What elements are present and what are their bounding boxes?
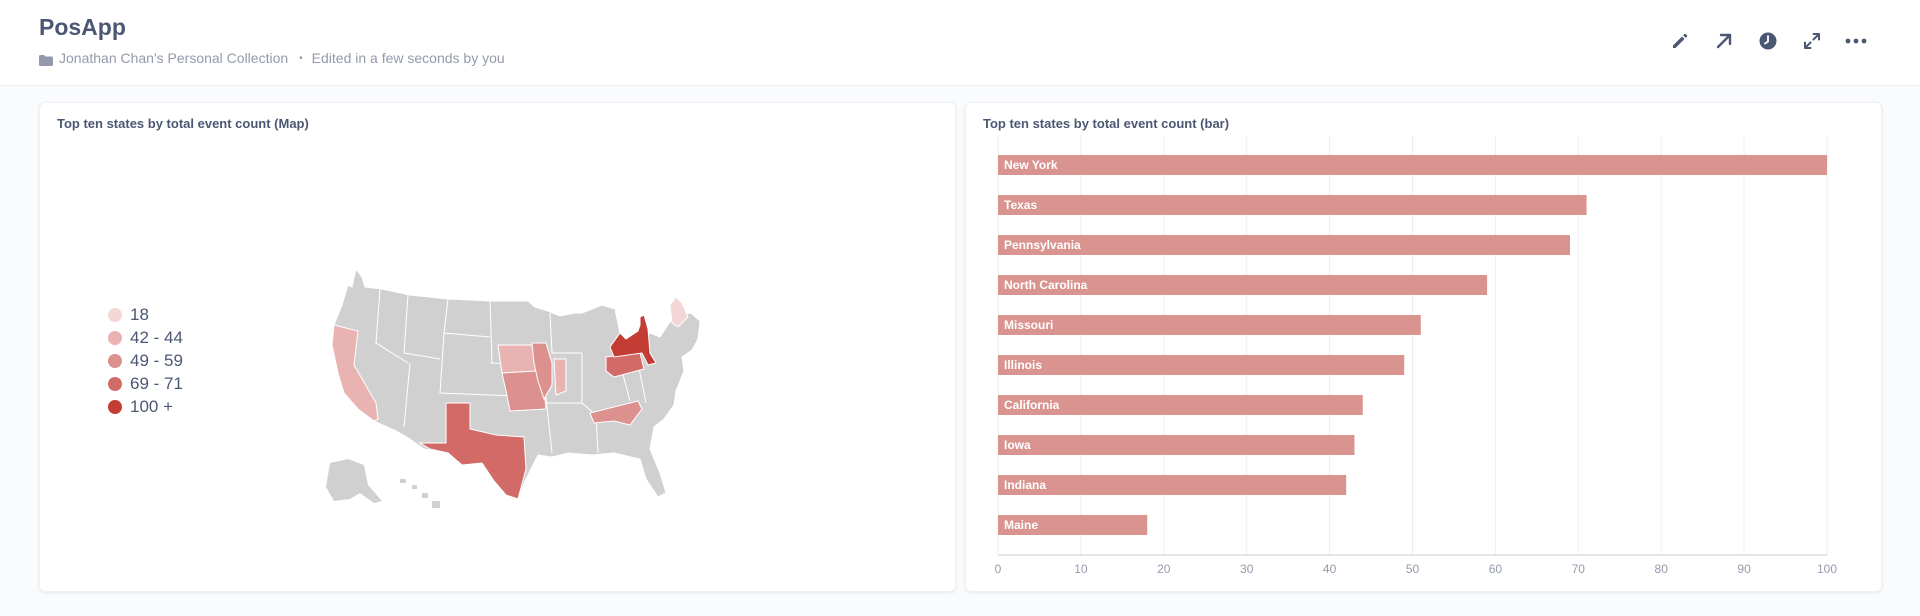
bar[interactable] [998, 475, 1347, 495]
x-tick-label: 80 [1655, 562, 1669, 576]
open-question-button[interactable] [1702, 28, 1746, 54]
legend-item: 42 - 44 [108, 326, 183, 349]
arrow-up-right-icon [1716, 33, 1732, 49]
legend-swatch [108, 376, 122, 391]
legend-swatch [108, 307, 122, 322]
x-tick-label: 50 [1406, 562, 1420, 576]
legend-item: 18 [108, 303, 183, 326]
state-iowa[interactable] [497, 344, 537, 374]
header-actions [1658, 28, 1878, 54]
bar[interactable] [998, 155, 1827, 175]
bar[interactable] [998, 395, 1363, 415]
bar-label: Maine [1004, 518, 1038, 532]
bar-label: Iowa [1004, 438, 1031, 452]
legend-label: 49 - 59 [130, 350, 183, 370]
legend-swatch [108, 330, 122, 345]
collection-link[interactable]: Jonathan Chan's Personal Collection [59, 50, 289, 66]
bar[interactable] [998, 315, 1421, 335]
x-tick-label: 100 [1817, 562, 1837, 576]
dashboard-title[interactable]: PosApp [39, 14, 126, 40]
x-tick-label: 60 [1489, 562, 1503, 576]
clock-icon [1759, 32, 1777, 50]
bar[interactable] [998, 235, 1571, 255]
x-tick-label: 10 [1074, 562, 1088, 576]
us-map-alaska [326, 459, 382, 503]
x-tick-label: 20 [1157, 562, 1171, 576]
dashboard-header: PosApp Jonathan Chan's Personal Collecti… [0, 0, 1920, 86]
map-legend: 18 42 - 44 49 - 59 69 - 71 100 + [108, 303, 183, 418]
legend-label: 18 [130, 304, 149, 324]
bar-chart[interactable]: 0 10 20 30 40 50 60 70 80 90 100 New York Texas Penns… [966, 103, 1883, 593]
legend-label: 42 - 44 [130, 327, 183, 347]
legend-swatch [108, 353, 122, 368]
x-tick-label: 70 [1572, 562, 1586, 576]
meta-separator: • [299, 52, 303, 64]
more-options-button[interactable] [1834, 28, 1878, 54]
pencil-icon [1673, 33, 1688, 48]
edited-info[interactable]: Edited in a few seconds by you [311, 50, 505, 66]
bar[interactable] [998, 355, 1405, 375]
us-map[interactable] [320, 213, 820, 513]
bar-card-title[interactable]: Top ten states by total event count (bar… [983, 116, 1230, 131]
x-tick-label: 0 [995, 562, 1002, 576]
map-card-title[interactable]: Top ten states by total event count (Map… [57, 116, 309, 131]
bar-label: California [1004, 398, 1060, 412]
legend-swatch [108, 399, 122, 414]
us-map-hawaii [400, 479, 440, 508]
bar-label: New York [1004, 158, 1058, 172]
more-icon [1845, 38, 1867, 44]
x-tick-label: 40 [1323, 562, 1337, 576]
bar-label: North Carolina [1004, 278, 1088, 292]
bar-card[interactable]: Top ten states by total event count (bar… [965, 102, 1882, 592]
state-illinois[interactable] [531, 342, 553, 401]
state-new-york[interactable] [609, 314, 657, 366]
state-california[interactable] [331, 324, 379, 422]
legend-item: 49 - 59 [108, 349, 183, 372]
folder-icon [39, 53, 53, 66]
state-indiana[interactable] [553, 358, 567, 396]
x-tick-label: 90 [1737, 562, 1751, 576]
bar-label: Pennsylvania [1004, 238, 1081, 252]
bar[interactable] [998, 515, 1148, 535]
legend-label: 100 + [130, 396, 174, 416]
bar-label: Missouri [1004, 318, 1053, 332]
legend-item: 69 - 71 [108, 372, 183, 395]
legend-label: 69 - 71 [130, 373, 183, 393]
bar[interactable] [998, 435, 1355, 455]
state-texas[interactable] [418, 402, 527, 500]
state-north-carolina[interactable] [589, 400, 643, 426]
bar-label: Indiana [1004, 478, 1046, 492]
history-button[interactable] [1746, 28, 1790, 54]
x-tick-label: 30 [1240, 562, 1254, 576]
bar[interactable] [998, 195, 1587, 215]
bar-label: Illinois [1004, 358, 1042, 372]
state-maine[interactable] [669, 296, 689, 328]
expand-icon [1804, 33, 1820, 49]
bar-label: Texas [1004, 198, 1037, 212]
dashboard-meta: Jonathan Chan's Personal Collection • Ed… [39, 50, 505, 66]
legend-item: 100 + [108, 395, 183, 418]
edit-button[interactable] [1658, 28, 1702, 54]
fullscreen-button[interactable] [1790, 28, 1834, 54]
map-card[interactable]: Top ten states by total event count (Map… [39, 102, 956, 592]
bar[interactable] [998, 275, 1488, 295]
